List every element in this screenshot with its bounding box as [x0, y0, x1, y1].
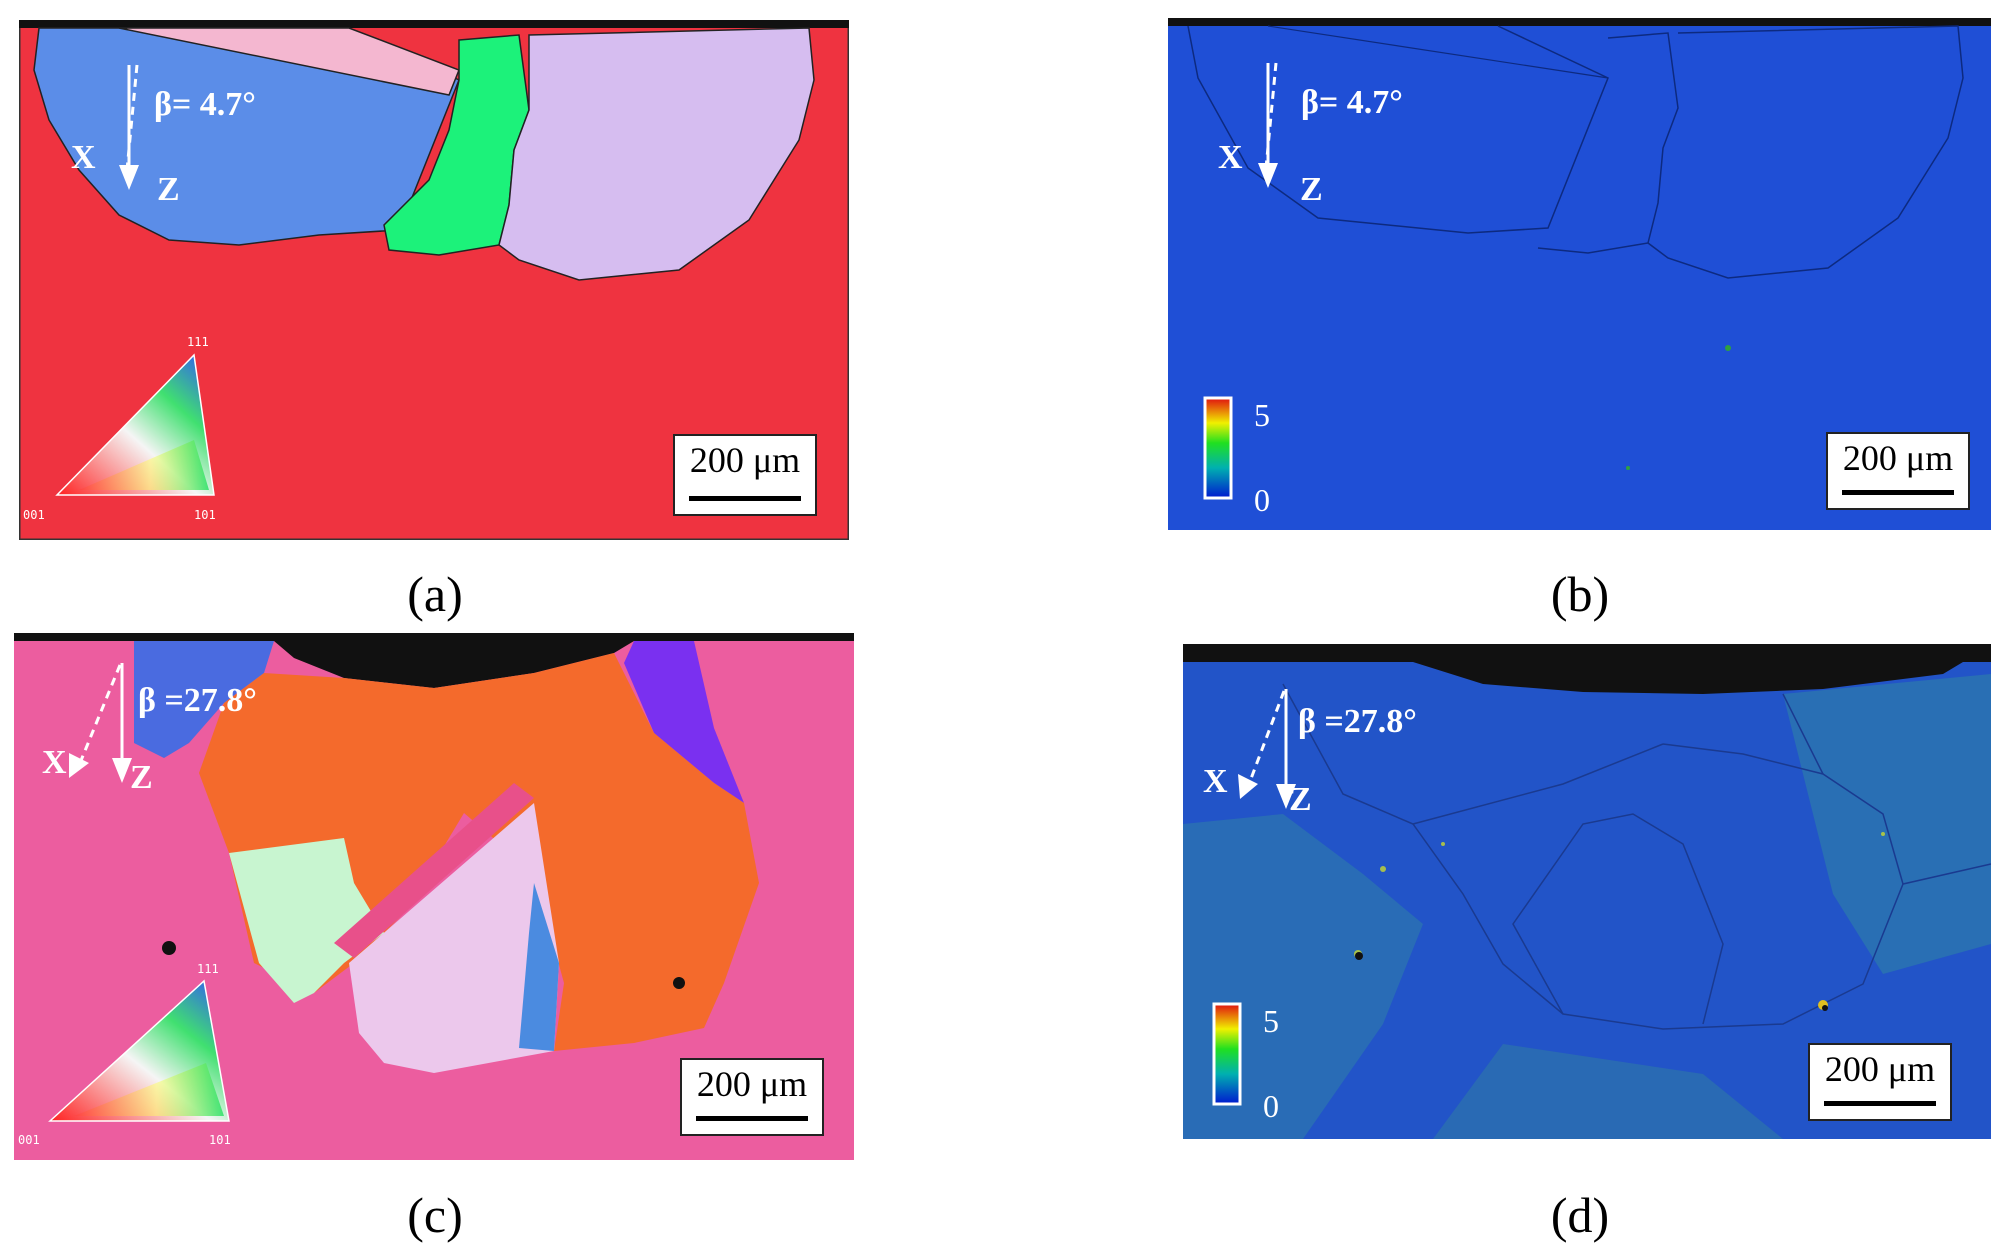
- svg-text:111: 111: [197, 962, 219, 976]
- caption-c: (c): [407, 1187, 463, 1243]
- z-axis-label-a: Z: [157, 171, 180, 208]
- ipf-triangle-key-a: 111 001 101: [23, 335, 216, 522]
- ipf-triangle-key-c: 111 001 101: [18, 962, 231, 1147]
- colorbar-d: 5 0: [1212, 1002, 1279, 1124]
- beta-label-a: β= 4.7°: [154, 86, 256, 123]
- svg-text:111: 111: [187, 335, 209, 349]
- beta-label-d: β =27.8°: [1298, 703, 1417, 740]
- z-axis-label-b: Z: [1300, 171, 1323, 208]
- svg-text:0: 0: [1254, 482, 1270, 518]
- x-axis-label-c: X: [42, 744, 67, 781]
- caption-d: (d): [1550, 1187, 1610, 1243]
- scale-bar-d: 200 μm: [1808, 1043, 1952, 1121]
- beta-label-c: β =27.8°: [138, 682, 257, 719]
- svg-text:001: 001: [18, 1133, 40, 1147]
- caption-a: (a): [407, 566, 463, 622]
- svg-text:5: 5: [1254, 397, 1270, 433]
- x-axis-label-b: X: [1218, 139, 1243, 176]
- colorbar-b: 5 0: [1203, 396, 1270, 518]
- svg-text:5: 5: [1263, 1003, 1279, 1039]
- z-axis-label-c: Z: [130, 759, 153, 796]
- overlay-b: β= 4.7° X Z 5 0: [1203, 62, 1403, 518]
- x-axis-label-d: X: [1203, 763, 1228, 800]
- caption-b: (b): [1550, 566, 1610, 622]
- svg-text:001: 001: [23, 508, 45, 522]
- scale-bar-c: 200 μm: [680, 1058, 824, 1136]
- x-axis-label-a: X: [71, 139, 96, 176]
- svg-text:0: 0: [1263, 1088, 1279, 1124]
- z-axis-label-d: Z: [1289, 781, 1312, 818]
- beta-label-b: β= 4.7°: [1301, 84, 1403, 121]
- svg-text:101: 101: [194, 508, 216, 522]
- scale-bar-b: 200 μm: [1826, 432, 1970, 510]
- overlay-a: β= 4.7° X Z 111 001 101: [23, 64, 256, 522]
- overlay-c: β =27.8° X Z 111 001 101: [18, 663, 257, 1147]
- svg-text:101: 101: [209, 1133, 231, 1147]
- scale-bar-a: 200 μm: [673, 434, 817, 516]
- overlay-d: β =27.8° X Z 5 0: [1203, 689, 1417, 1124]
